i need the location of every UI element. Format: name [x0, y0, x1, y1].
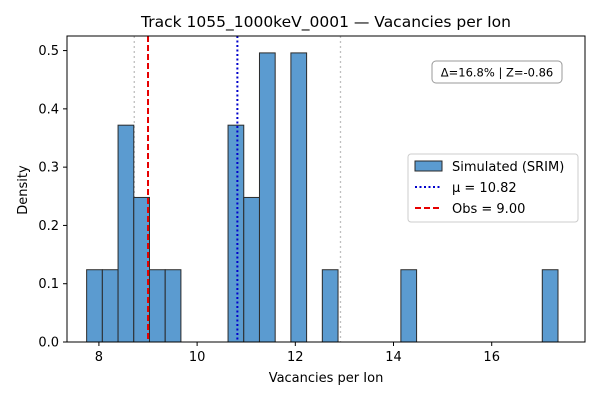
- legend-entry-simulated: Simulated (SRIM): [452, 160, 564, 175]
- histogram-bar-4: [148, 269, 166, 343]
- y-tick-label-1: 0.1: [38, 277, 59, 292]
- legend: Simulated (SRIM) μ = 10.82 Obs = 9.00: [407, 153, 579, 223]
- histogram-bar-10: [321, 269, 339, 343]
- stats-annotation: Δ=16.8% | Z=-0.86: [431, 60, 563, 84]
- x-tick-label-3: 14: [385, 350, 402, 365]
- x-tick-label-4: 16: [483, 350, 500, 365]
- stats-annotation-box: [431, 60, 563, 84]
- x-axis-label: Vacancies per Ion: [269, 371, 384, 386]
- y-tick-label-5: 0.5: [38, 44, 59, 59]
- histogram-bar-1: [101, 269, 119, 343]
- x-tick-label-0: 8: [95, 350, 103, 365]
- chart-title: Track 1055_1000keV_0001 — Vacancies per …: [140, 13, 511, 32]
- axes-frame: [66, 35, 586, 343]
- histogram-bar-8: [258, 52, 276, 343]
- histogram-bar-7: [243, 196, 260, 343]
- y-tick-label-3: 0.3: [38, 161, 59, 176]
- histogram-bar-12: [541, 269, 559, 343]
- histogram-bar-5: [164, 269, 182, 343]
- legend-swatch-simulated: [414, 160, 443, 172]
- histogram-bar-9: [290, 52, 308, 343]
- histogram-bar-0: [86, 269, 103, 343]
- x-tick-label-1: 10: [189, 350, 206, 365]
- histogram-bar-11: [400, 269, 418, 343]
- y-tick-label-2: 0.2: [38, 219, 59, 234]
- histogram-bar-2: [117, 124, 135, 343]
- y-tick-label-0: 0.0: [38, 336, 59, 351]
- histogram-bar-6: [227, 124, 245, 343]
- legend-entry-mean: μ = 10.82: [452, 181, 517, 196]
- stats-annotation-text: Δ=16.8% | Z=-0.86: [441, 66, 554, 80]
- y-axis-label: Density: [16, 165, 31, 215]
- legend-frame: [407, 153, 579, 223]
- y-tick-label-4: 0.4: [38, 102, 59, 117]
- legend-entry-observed: Obs = 9.00: [452, 202, 525, 217]
- x-tick-label-2: 12: [287, 350, 304, 365]
- plot-area: 8 10 12 14 16 0.0 0.1 0.2 0.3 0.4 0.5: [38, 35, 586, 365]
